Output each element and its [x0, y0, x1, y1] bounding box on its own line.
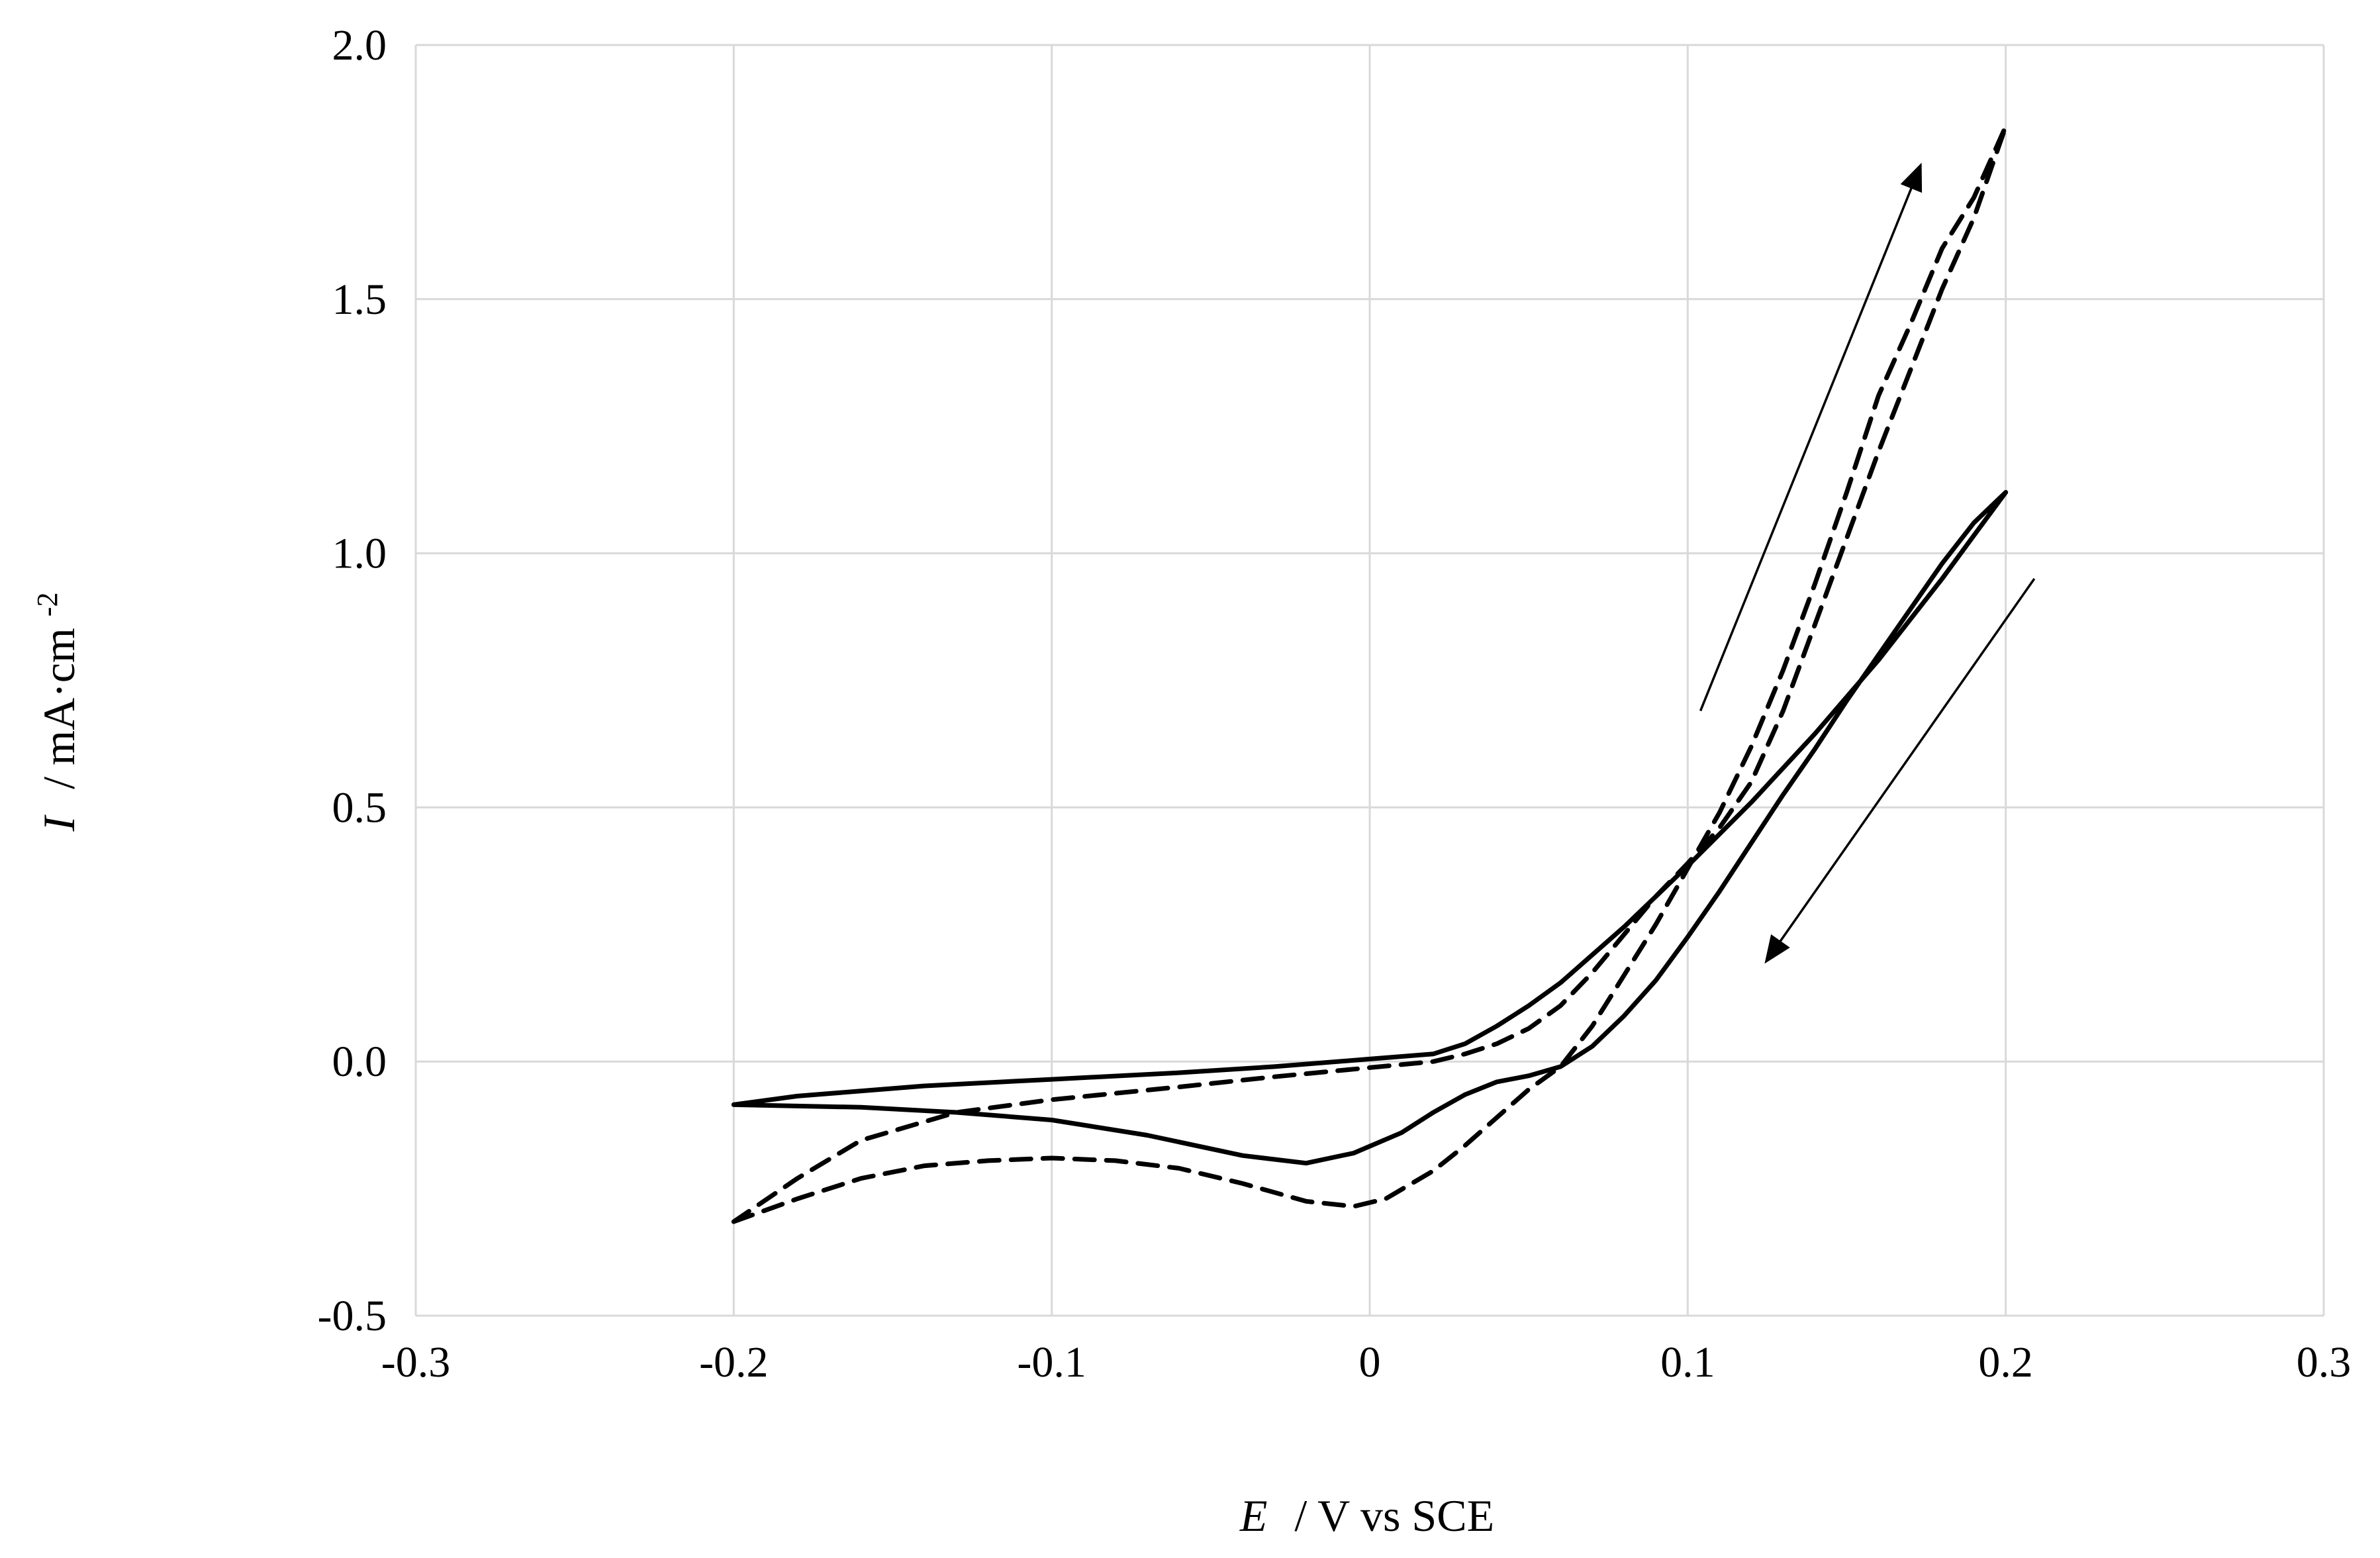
y-tick-label: -0.5	[318, 1292, 387, 1340]
y-axis-label: I / mA·cm -2	[31, 593, 84, 832]
y-tick-label: 2.0	[332, 21, 387, 70]
forward-scan-arrow	[1699, 162, 1923, 712]
series-line-solid	[731, 490, 2009, 1166]
y-axis-unit: / mA·cm	[34, 628, 84, 789]
x-tick-label: -0.1	[1017, 1338, 1086, 1387]
y-axis-symbol: I	[34, 814, 84, 832]
x-tick-label: 0	[1359, 1338, 1381, 1387]
scan-direction-arrows	[1699, 162, 2036, 964]
x-tick-label: 0.2	[1978, 1338, 2033, 1387]
y-tick-label: 1.5	[332, 275, 387, 324]
y-tick-label: 0.0	[332, 1038, 387, 1086]
reverse-scan-arrow	[1764, 577, 2036, 964]
grid	[414, 44, 2325, 1317]
x-axis-label: E / V vs SCE	[1239, 1490, 1494, 1541]
x-axis-symbol: E	[1239, 1490, 1268, 1541]
series-lines	[731, 124, 2009, 1224]
x-tick-label: -0.3	[381, 1338, 450, 1387]
x-tick-label: 0.1	[1660, 1338, 1715, 1387]
x-axis-unit: / V vs SCE	[1294, 1490, 1494, 1541]
y-tick-label: 1.0	[332, 530, 387, 578]
y-axis-unit-superscript: -2	[31, 593, 64, 617]
series-line-dashed	[731, 124, 2009, 1224]
x-tick-label: 0.3	[2297, 1338, 2352, 1387]
y-tick-label: 0.5	[332, 783, 387, 832]
x-tick-labels: -0.3 -0.2 -0.1 0 0.1 0.2 0.3	[381, 1338, 2351, 1387]
x-tick-label: -0.2	[699, 1338, 768, 1387]
y-tick-labels: -0.5 0.0 0.5 1.0 1.5 2.0	[318, 21, 387, 1340]
